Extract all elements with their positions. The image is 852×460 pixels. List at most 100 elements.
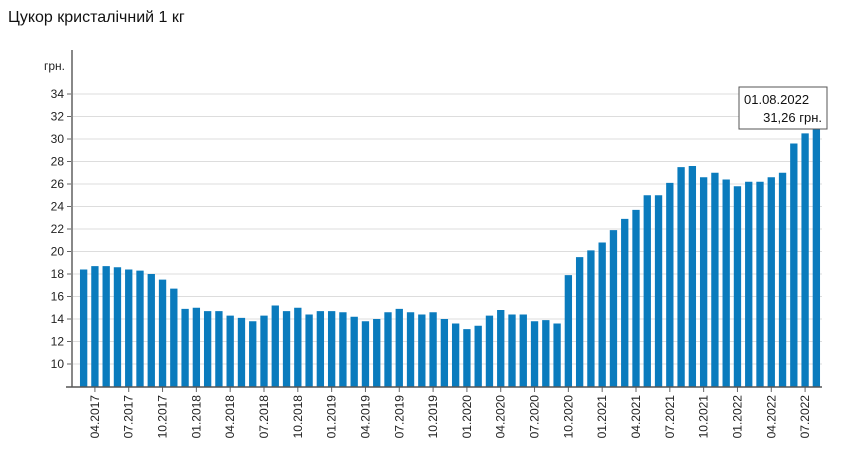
bar[interactable]	[575, 257, 584, 387]
x-tick-label: 04.2017	[88, 395, 102, 439]
bar[interactable]	[564, 275, 573, 387]
y-tick-label: 12	[51, 335, 65, 349]
bar[interactable]	[711, 172, 719, 387]
x-tick-label: 07.2020	[528, 395, 542, 439]
bar[interactable]	[384, 312, 392, 387]
bar[interactable]	[666, 182, 674, 387]
x-tick-label: 07.2017	[122, 395, 136, 439]
y-tick-label: 30	[51, 132, 65, 146]
bar[interactable]	[756, 181, 764, 387]
bar[interactable]	[192, 307, 201, 387]
bar[interactable]	[102, 266, 110, 387]
bar[interactable]	[316, 311, 325, 387]
bar[interactable]	[722, 179, 730, 388]
x-tick-label: 04.2022	[764, 395, 778, 439]
bar[interactable]	[271, 305, 279, 388]
bar[interactable]	[632, 209, 640, 387]
x-tick-label: 04.2019	[358, 395, 372, 439]
bar[interactable]	[733, 186, 742, 387]
bar[interactable]	[361, 321, 370, 387]
x-tick-label: 10.2018	[291, 395, 305, 439]
x-tick-label: 07.2018	[257, 395, 271, 439]
bar[interactable]	[282, 311, 291, 387]
bar[interactable]	[812, 124, 821, 387]
x-tick-label: 01.2018	[189, 395, 203, 439]
bar[interactable]	[621, 218, 629, 387]
x-tick-label: 04.2020	[494, 395, 508, 439]
x-tick-label: 04.2018	[223, 395, 237, 439]
bar[interactable]	[249, 321, 257, 387]
bar[interactable]	[294, 307, 302, 387]
x-tick-label: 07.2019	[392, 395, 406, 439]
bar[interactable]	[508, 314, 516, 388]
x-tick-label: 10.2017	[156, 395, 170, 439]
bar[interactable]	[113, 267, 122, 387]
bar[interactable]	[745, 181, 753, 387]
y-tick-label: 28	[51, 155, 65, 169]
y-tick-label: 18	[51, 267, 65, 281]
bar[interactable]	[305, 314, 313, 388]
x-tick-label: 10.2019	[426, 395, 440, 439]
bar[interactable]	[451, 323, 460, 388]
bar[interactable]	[440, 319, 449, 387]
bar[interactable]	[170, 288, 178, 387]
bar[interactable]	[778, 172, 787, 387]
bar[interactable]	[654, 195, 663, 387]
bar[interactable]	[136, 270, 144, 387]
bar[interactable]	[260, 315, 268, 387]
bar[interactable]	[485, 315, 494, 387]
bar[interactable]	[395, 308, 403, 387]
y-axis-unit: грн.	[44, 59, 65, 73]
tooltip-date: 01.08.2022	[744, 92, 809, 107]
bar[interactable]	[474, 325, 482, 387]
bar[interactable]	[237, 317, 246, 387]
x-tick-label: 10.2021	[697, 395, 711, 439]
bar[interactable]	[790, 143, 798, 388]
x-tick-label: 01.2021	[595, 395, 609, 439]
bar[interactable]	[181, 308, 189, 387]
bar[interactable]	[530, 321, 539, 387]
bar[interactable]	[327, 311, 336, 387]
bar[interactable]	[339, 312, 347, 387]
bar[interactable]	[226, 315, 234, 387]
bar[interactable]	[406, 312, 415, 387]
y-tick-label: 22	[51, 222, 65, 236]
bar[interactable]	[350, 316, 358, 387]
y-tick-label: 20	[51, 245, 65, 259]
bar[interactable]	[609, 230, 618, 387]
y-tick-label: 10	[51, 357, 65, 371]
bar[interactable]	[553, 323, 561, 388]
bar[interactable]	[429, 312, 437, 387]
bar[interactable]	[497, 310, 505, 387]
bar[interactable]	[125, 269, 133, 388]
bar[interactable]	[203, 311, 212, 387]
bar[interactable]	[215, 311, 223, 387]
bar[interactable]	[373, 319, 381, 387]
chart-title: Цукор кристалічний 1 кг	[8, 9, 185, 26]
bar[interactable]	[463, 329, 471, 387]
bar[interactable]	[158, 279, 167, 387]
y-tick-label: 24	[51, 200, 65, 214]
bar[interactable]	[801, 133, 809, 387]
bar[interactable]	[767, 177, 775, 387]
tooltip-box	[738, 86, 828, 130]
bar[interactable]	[147, 274, 155, 387]
x-tick-label: 01.2022	[730, 395, 744, 439]
bar[interactable]	[688, 166, 697, 387]
bar[interactable]	[418, 314, 426, 388]
x-tick-label: 07.2022	[798, 395, 812, 439]
bar[interactable]	[699, 177, 708, 387]
y-tick-label: 14	[51, 312, 65, 326]
bar[interactable]	[677, 167, 685, 387]
bar[interactable]	[542, 320, 550, 387]
x-tick-label: 10.2020	[561, 395, 575, 439]
bar[interactable]	[519, 314, 527, 388]
x-tick-label: 07.2021	[663, 395, 677, 439]
bar[interactable]	[643, 195, 651, 387]
y-tick-label: 16	[51, 290, 65, 304]
bar[interactable]	[598, 242, 606, 388]
bar[interactable]	[587, 250, 595, 387]
bar[interactable]	[91, 266, 99, 387]
bar[interactable]	[79, 269, 88, 388]
